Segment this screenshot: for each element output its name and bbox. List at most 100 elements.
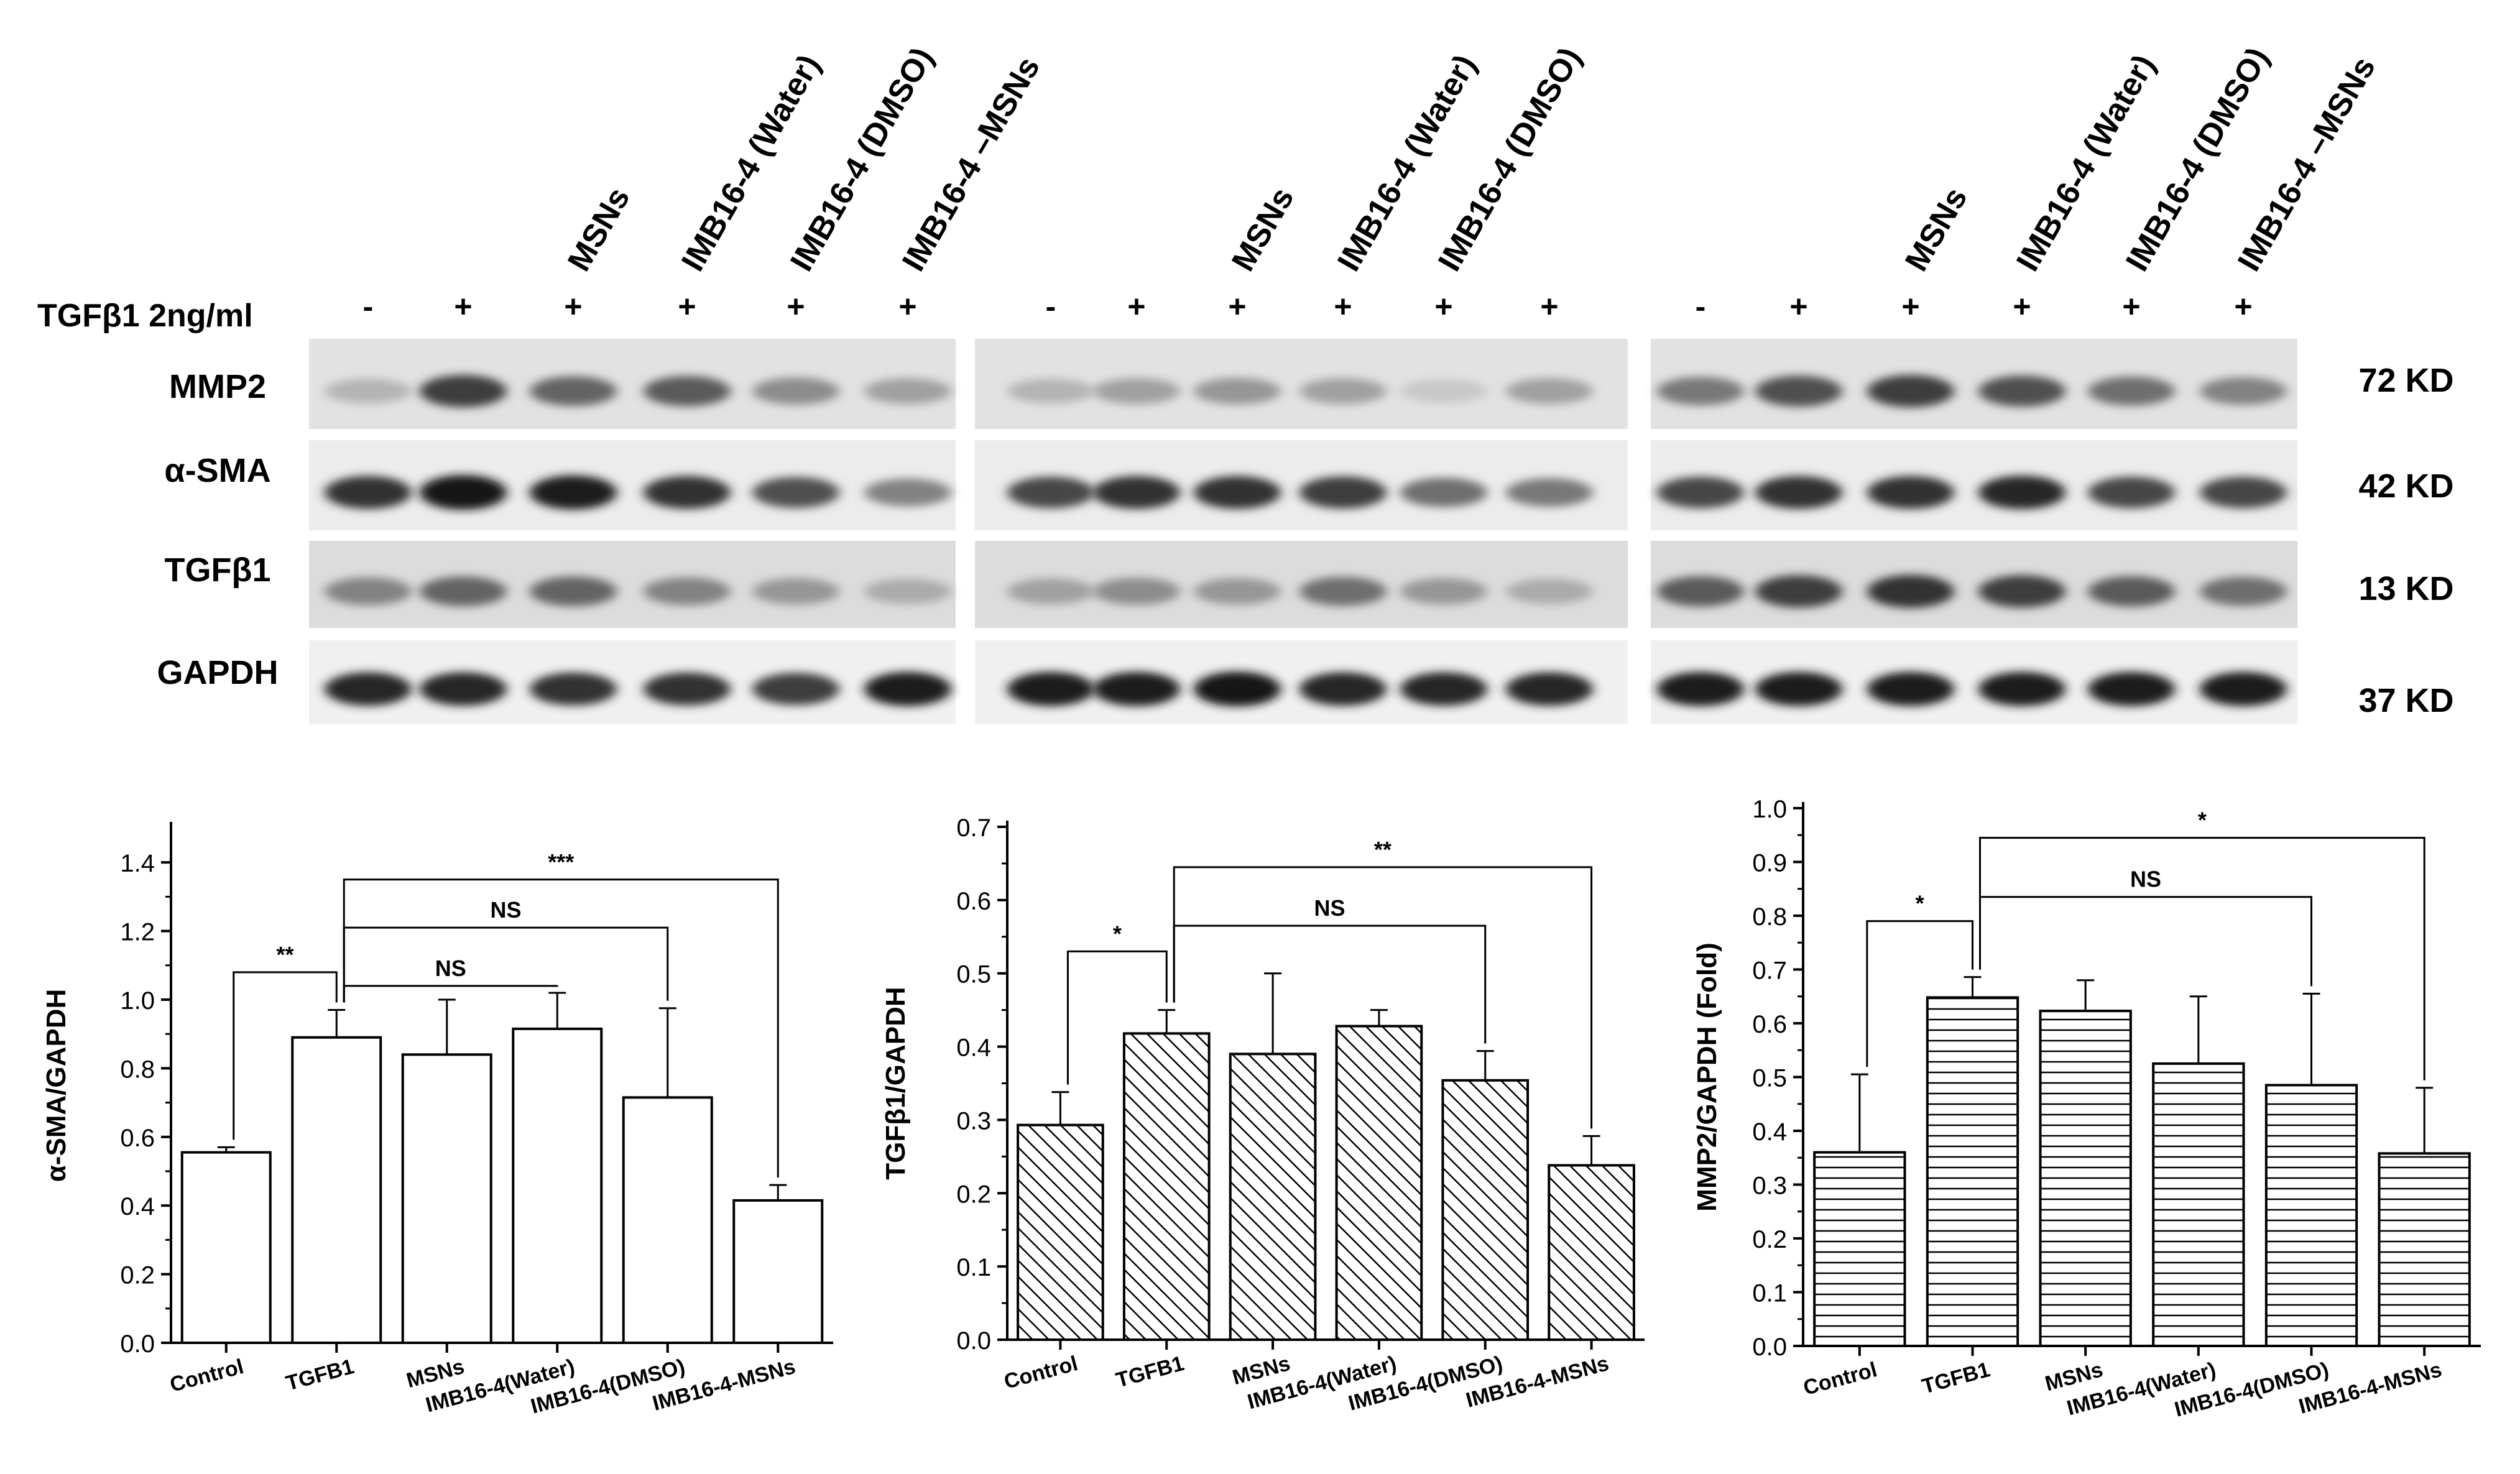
blot-band [1755, 375, 1842, 407]
blot-strip [1651, 339, 2297, 429]
blot-band [1299, 576, 1387, 606]
bar [1229, 1053, 1317, 1342]
blot-band [1657, 671, 1744, 706]
blot-band [1299, 672, 1387, 706]
significance-bracket [1173, 866, 1593, 1129]
y-tick-label: 0.2 [1752, 1226, 1787, 1253]
treatment-sign: + [1334, 289, 1352, 324]
y-tick-label: 0.5 [956, 961, 991, 988]
blot-band [420, 475, 507, 510]
y-tick-label: 0.4 [956, 1034, 991, 1062]
x-tick-label: Control [1002, 1352, 1081, 1394]
treatment-sign: + [678, 289, 696, 324]
significance-label: NS [490, 897, 521, 923]
y-tick-label: 1.0 [120, 987, 155, 1015]
blot-band [325, 672, 412, 706]
y-tick-label: 1.0 [1752, 796, 1787, 823]
protein-label: GAPDH [157, 654, 278, 691]
y-tick-label: 0.8 [1752, 903, 1787, 931]
treatment-label: TGFβ1 2ng/ml [37, 298, 253, 334]
significance-label: * [1916, 891, 1924, 916]
protein-label: α-SMA [164, 452, 270, 489]
y-tick-label: 0.6 [956, 888, 991, 915]
blot-band [1093, 578, 1180, 606]
significance-bracket [1866, 920, 1973, 1067]
bar [2264, 1084, 2358, 1347]
significance-label: ** [1374, 837, 1392, 862]
x-tick-label: TGFB1 [284, 1355, 356, 1396]
blot-band [1400, 578, 1487, 605]
y-tick-label: 0.6 [120, 1125, 155, 1152]
blot-band [530, 672, 617, 706]
blot-strip [1651, 541, 2297, 628]
y-tick-label: 0.6 [1752, 1011, 1787, 1038]
y-tick-label: 0.4 [1752, 1118, 1787, 1146]
blot-strip [309, 440, 956, 530]
y-axis-label: MMP2/GAPDH (Fold) [1692, 942, 1722, 1212]
treatment-sign: + [1789, 289, 1807, 324]
bar [622, 1096, 713, 1344]
blot-band [530, 475, 617, 510]
significance-bracket [1979, 837, 2425, 1080]
blot-strip [1651, 640, 2297, 724]
bar [1335, 1025, 1423, 1341]
blot-strip [309, 339, 956, 429]
blot-band [2088, 476, 2175, 509]
blot-band [1506, 672, 1593, 706]
blot-band [420, 576, 507, 607]
significance-label: NS [1314, 895, 1345, 921]
lane-header: MSNs [1898, 182, 1974, 277]
blot-band [752, 377, 839, 405]
x-tick-label: TGFB1 [1919, 1358, 1992, 1399]
chart-2: 0.0 0.1 0.2 0.3 0.4 0.5 0.6 0.7 TGFβ1/GAPDH Contr… [880, 814, 1645, 1416]
significance-bracket [343, 878, 779, 1178]
treatment-sign: + [454, 289, 472, 324]
y-tick-label: 0.2 [956, 1181, 991, 1208]
significance-label: NS [435, 956, 466, 981]
y-tick-label: 0.3 [1752, 1172, 1787, 1200]
treatment-sign: + [787, 289, 805, 324]
bar [401, 1053, 492, 1344]
blot-band [325, 476, 412, 509]
y-tick-label: 0.0 [120, 1330, 155, 1358]
blot-band [1978, 671, 2065, 706]
blot-band [2088, 576, 2175, 607]
blot-panel-1: MSNs IMB16-4 (Water)IMB16-4 (DMSO)IMB16-4… [309, 42, 1047, 724]
x-tick-label: Control [167, 1355, 246, 1397]
blot-band [1299, 378, 1387, 405]
blot-band [1978, 375, 2065, 407]
y-tick-label: 1.2 [120, 919, 155, 946]
x-tick-label: Control [1801, 1358, 1880, 1400]
blot-band [1007, 578, 1094, 605]
blot-band [1978, 476, 2065, 510]
treatment-sign: + [2013, 289, 2031, 324]
western-blot-area: TGFβ1 2ng/ml MSNs IMB16-4 (Water)IMB16-4 … [37, 42, 2454, 724]
blot-band [2200, 377, 2287, 405]
blot-band [2088, 671, 2175, 706]
blot-band [1657, 576, 1744, 607]
blot-band [2200, 576, 2287, 606]
bar [1548, 1164, 1635, 1341]
bar [1813, 1151, 1906, 1347]
blot-band [1007, 476, 1094, 509]
blot-band [644, 375, 731, 407]
treatment-sign: + [564, 289, 582, 324]
blot-band [1867, 671, 1954, 706]
blot-band [420, 375, 507, 408]
blot-band [644, 476, 731, 509]
y-tick-label: 0.1 [956, 1254, 991, 1281]
y-tick-label: 0.4 [120, 1193, 155, 1220]
blot-band [1194, 377, 1281, 405]
blot-band [1657, 377, 1744, 406]
bar [512, 1027, 603, 1345]
bar [1926, 996, 2019, 1347]
blot-band [1400, 477, 1487, 507]
size-label: 37 KD [2358, 682, 2453, 719]
blot-band [864, 378, 951, 405]
treatment-sign: + [2234, 289, 2252, 324]
bar [291, 1036, 382, 1344]
treatment-sign: + [1540, 289, 1558, 324]
y-tick-label: 1.4 [120, 850, 155, 877]
size-label: 13 KD [2358, 570, 2453, 607]
y-axis-label: α-SMA/GAPDH [41, 989, 72, 1182]
